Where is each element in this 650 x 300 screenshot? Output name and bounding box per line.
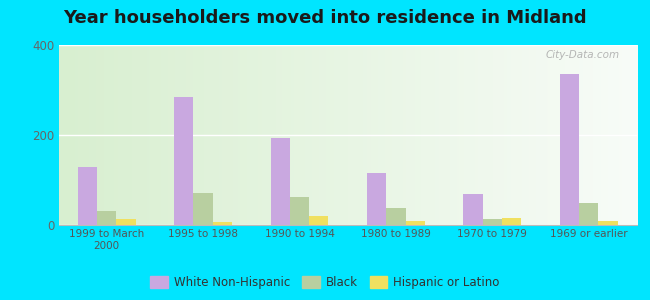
- Bar: [502, 218, 521, 225]
- Bar: [367, 173, 386, 225]
- Bar: [290, 197, 309, 225]
- Bar: [309, 216, 328, 225]
- Text: City-Data.com: City-Data.com: [545, 50, 619, 60]
- Bar: [97, 211, 116, 225]
- Bar: [599, 221, 617, 225]
- Bar: [213, 222, 232, 225]
- Bar: [270, 138, 290, 225]
- Bar: [386, 208, 406, 225]
- Bar: [78, 167, 97, 225]
- Bar: [116, 219, 136, 225]
- Bar: [194, 193, 213, 225]
- Bar: [579, 203, 599, 225]
- Text: Year householders moved into residence in Midland: Year householders moved into residence i…: [63, 9, 587, 27]
- Bar: [483, 219, 502, 225]
- Bar: [174, 97, 194, 225]
- Bar: [560, 74, 579, 225]
- Bar: [406, 221, 425, 225]
- Legend: White Non-Hispanic, Black, Hispanic or Latino: White Non-Hispanic, Black, Hispanic or L…: [146, 272, 504, 294]
- Bar: [463, 194, 483, 225]
